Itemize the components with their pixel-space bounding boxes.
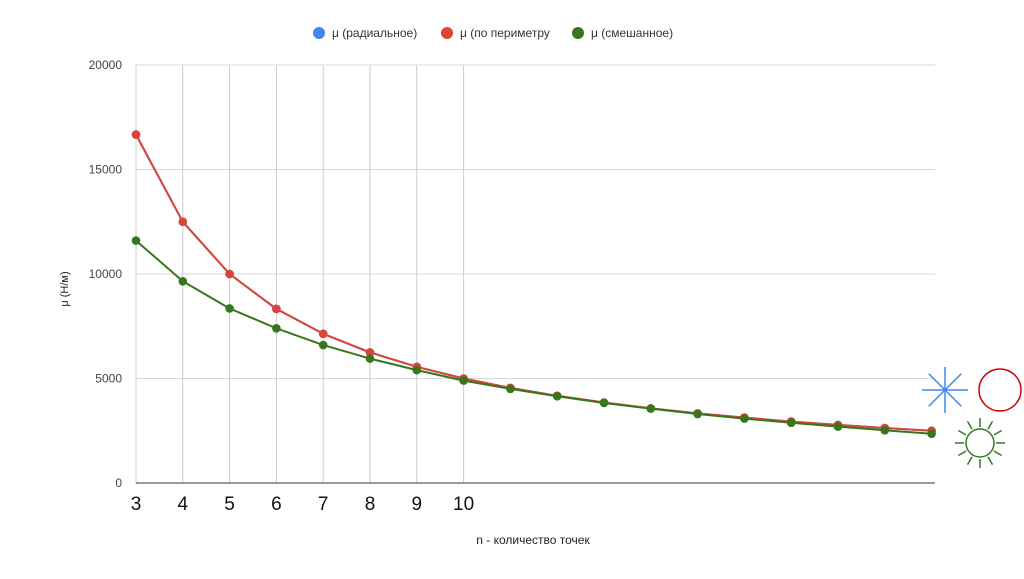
data-point	[365, 354, 375, 363]
data-point	[880, 426, 890, 435]
circle-outline-icon	[978, 368, 1022, 412]
legend-item: μ (смешанное)	[572, 26, 673, 40]
asterisk-burst-icon	[922, 367, 968, 413]
y-tick-label: 5000	[95, 372, 122, 386]
data-point	[927, 429, 936, 438]
data-point	[552, 391, 562, 401]
x-tick-label: 5	[224, 494, 235, 515]
data-point	[318, 329, 328, 339]
legend-label: μ (по периметру	[460, 26, 550, 40]
data-point	[412, 365, 422, 375]
y-tick-label: 15000	[89, 163, 123, 177]
axes: 0 5000 10000 15000 20000 3 4 5 6 7 8 9 10	[89, 58, 935, 515]
x-tick-label: 3	[131, 494, 142, 515]
data-point	[318, 340, 328, 350]
data-point	[272, 304, 281, 314]
legend-swatch	[313, 27, 325, 39]
legend-item: μ (по периметру	[441, 26, 550, 40]
data-point	[178, 217, 188, 227]
data-point	[833, 422, 843, 431]
legend: μ (радиальное) μ (по периметру μ (смешанно…	[313, 26, 673, 40]
x-tick-label: 10	[453, 494, 474, 515]
data-point	[693, 409, 702, 419]
data-point	[131, 130, 141, 139]
data-point	[225, 304, 234, 313]
data-point	[131, 236, 141, 245]
series-line-0	[135, 134, 932, 432]
x-tick-label: 4	[178, 494, 189, 515]
legend-item: μ (радиальное)	[313, 26, 417, 40]
legend-label: μ (смешанное)	[591, 26, 673, 40]
data-point	[599, 398, 609, 408]
data-point	[786, 418, 796, 428]
x-tick-label: 7	[318, 494, 329, 515]
data-point	[272, 324, 281, 333]
data-point	[225, 269, 234, 279]
sun-rays-icon	[955, 418, 1005, 468]
series	[131, 130, 936, 438]
y-tick-label: 10000	[89, 267, 123, 281]
series-line-1	[135, 134, 932, 432]
legend-label: μ (радиальное)	[332, 26, 417, 40]
x-tick-label: 9	[412, 494, 423, 515]
data-point	[365, 348, 375, 357]
data-point	[178, 277, 188, 286]
legend-swatch	[572, 27, 584, 39]
y-tick-label: 0	[115, 476, 122, 490]
grid	[135, 64, 935, 483]
data-point	[459, 376, 468, 385]
x-tick-label: 6	[271, 494, 282, 515]
x-tick-label: 8	[365, 494, 376, 515]
y-tick-label: 20000	[89, 58, 123, 72]
data-point	[646, 404, 656, 413]
x-axis-title: n - количество точек	[476, 533, 590, 547]
y-axis-title: μ (Н/м)	[59, 271, 71, 306]
data-point	[506, 384, 515, 394]
data-point	[740, 414, 749, 423]
legend-swatch	[441, 27, 453, 39]
series-line-2	[135, 239, 932, 435]
